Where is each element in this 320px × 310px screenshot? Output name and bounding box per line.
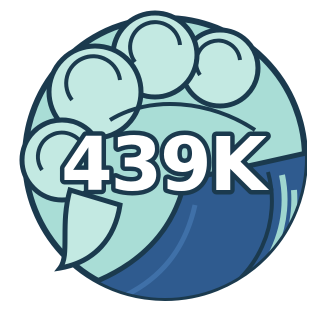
wave-icon: 439K [20, 13, 307, 310]
badge-label: 439K [61, 122, 269, 208]
wave-badge: 439K [0, 0, 307, 310]
